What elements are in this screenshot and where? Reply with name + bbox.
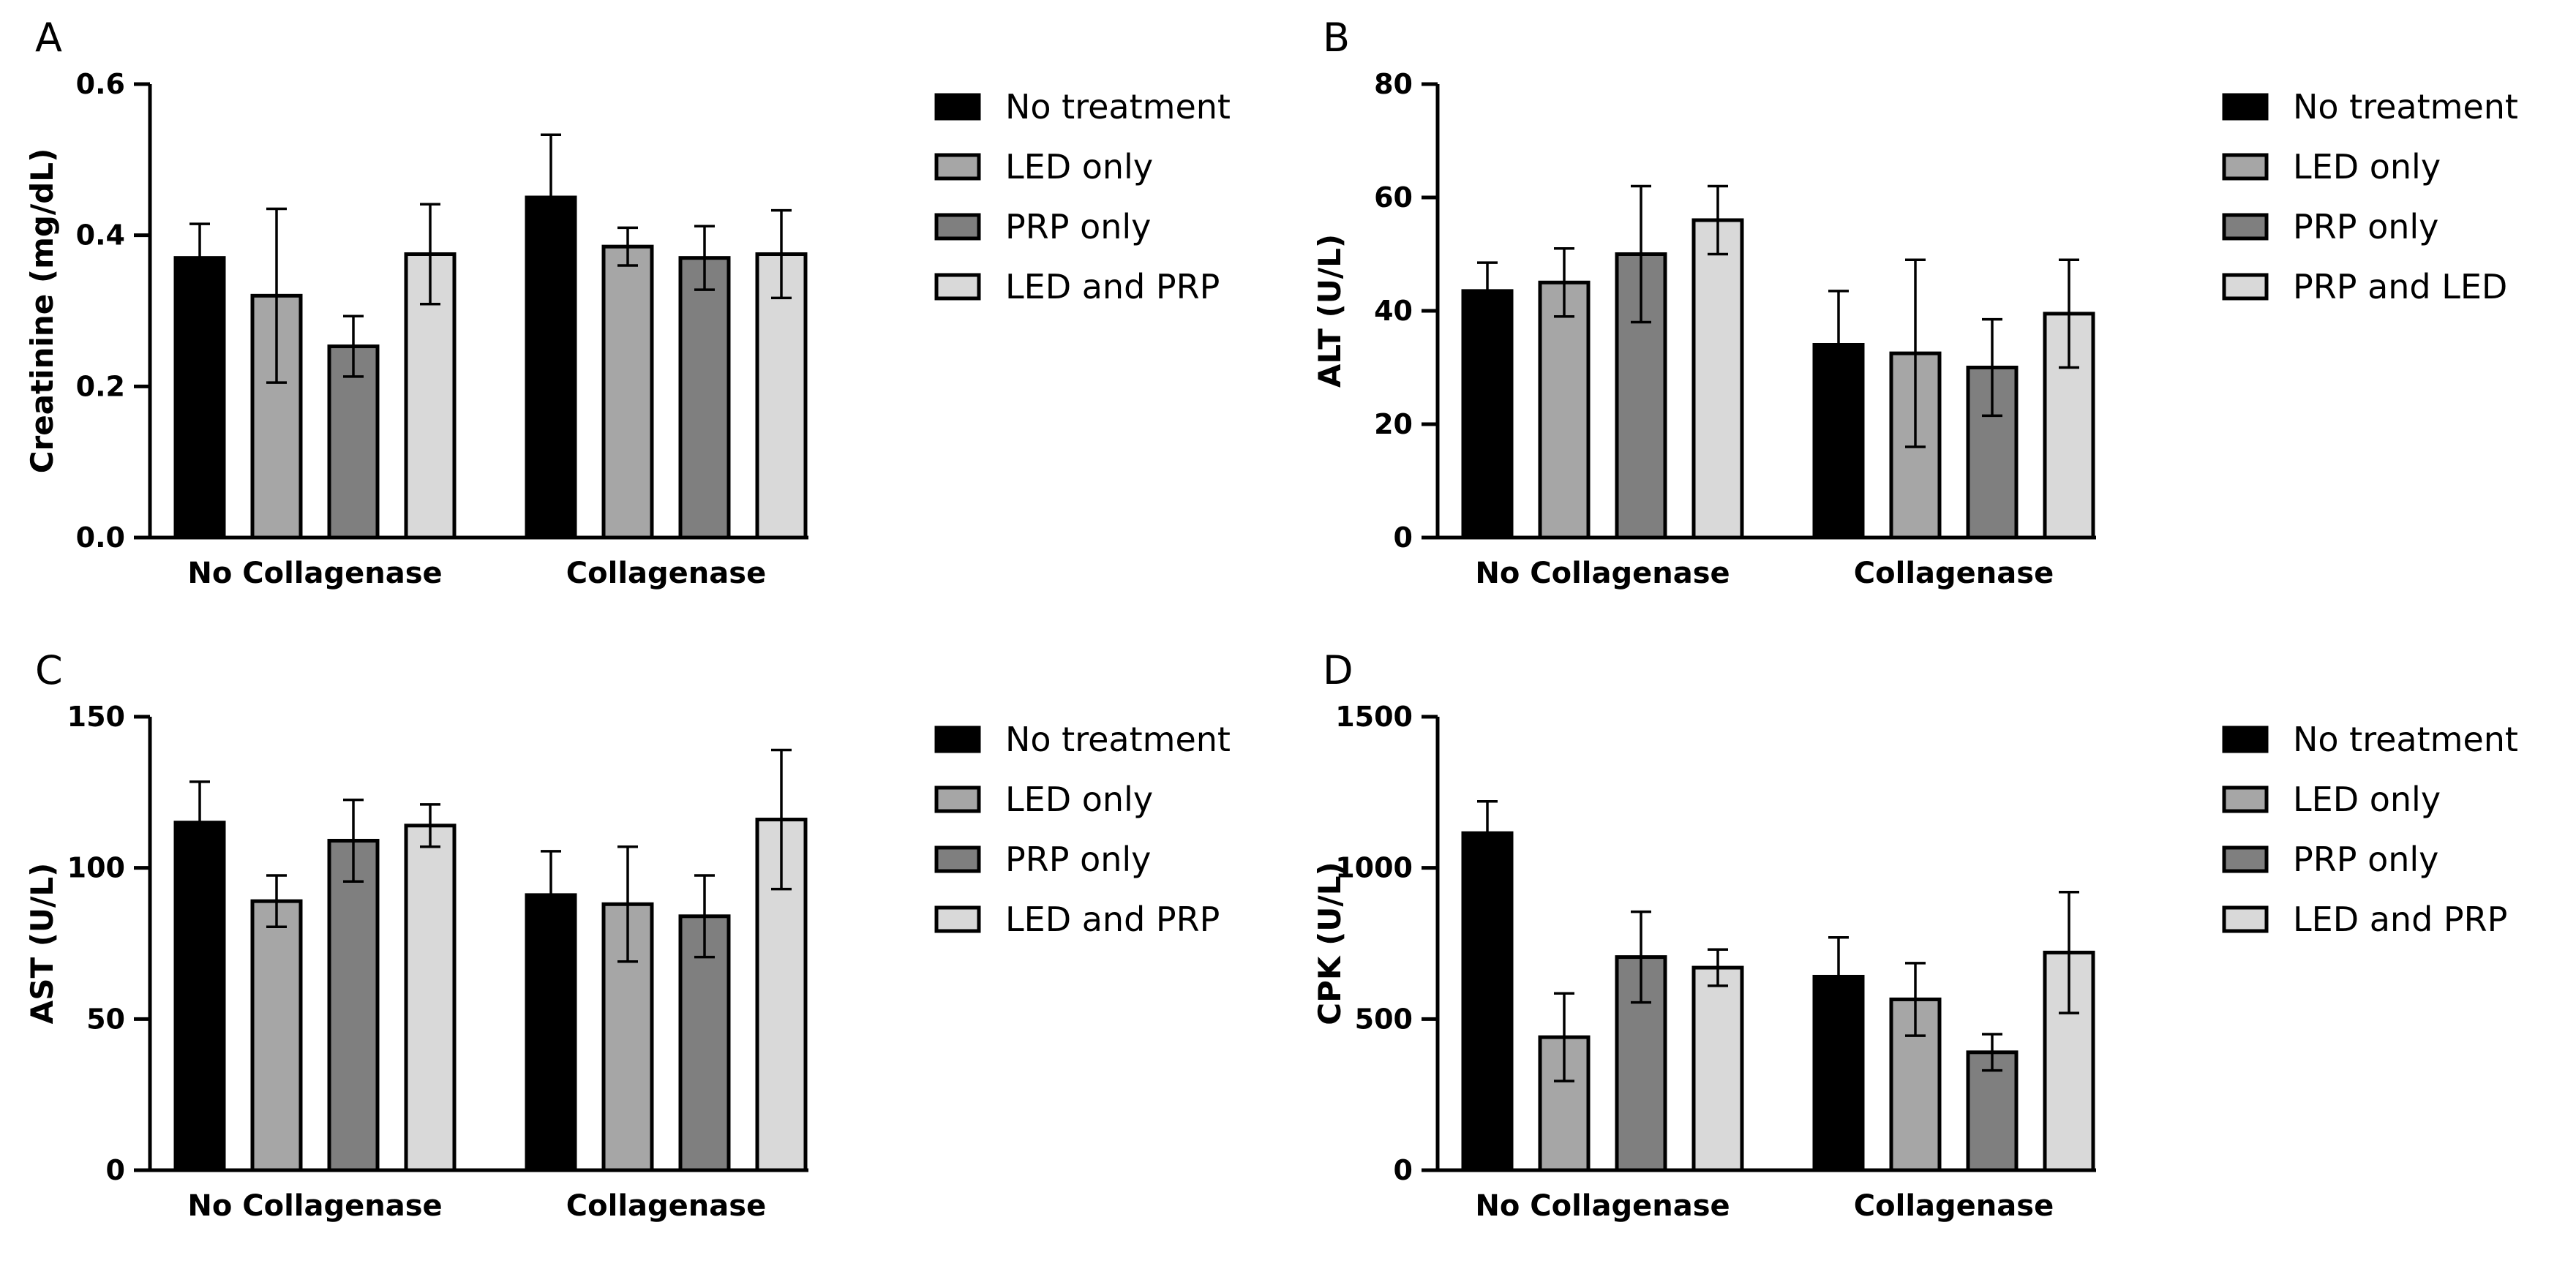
legend-swatch-led-only (2222, 153, 2269, 181)
chart-b: B ALT (U/L) 0 20 40 60 80 No Collagenase Collage… (1312, 15, 2518, 590)
legend-label: PRP only (2293, 840, 2438, 879)
legend-swatch-no-treatment (934, 726, 981, 753)
bar-no-collagenase-no-treatment (1461, 831, 1514, 1172)
bar-no-collagenase-prp-only (1615, 252, 1667, 540)
y-tick-label: 0 (1394, 1154, 1413, 1186)
y-tick-label: 0.2 (76, 370, 125, 402)
legend-swatch-no-treatment (2222, 93, 2269, 121)
x-category-label: Collagenase (566, 557, 766, 590)
y-tick-label: 150 (67, 701, 125, 733)
x-category-label: No Collagenase (187, 557, 442, 590)
chart-d: D CPK (U/L) 0 500 1000 1500 No Collagenase Coll… (1312, 647, 2518, 1223)
y-tick-label: 0.0 (76, 521, 125, 554)
y-tick-label: 1500 (1335, 701, 1413, 733)
y-axis-title: AST (U/L) (24, 863, 60, 1025)
y-axis-title: Creatinine (mg/dL) (24, 148, 60, 474)
bar-collagenase-led-only (601, 244, 654, 540)
y-tick-label: 80 (1374, 68, 1413, 100)
bar-no-collagenase-led-and-prp (1691, 965, 1744, 1172)
bar-no-collagenase-prp-and-led (1691, 218, 1744, 540)
bar-collagenase-no-treatment (525, 893, 577, 1172)
legend-swatch-prp-only (934, 845, 981, 873)
legend-swatch-led-and-prp (934, 905, 981, 933)
panel-c: C AST (U/L) 0 50 100 150 No Collagenase Collage… (0, 633, 1288, 1265)
panel-letter: B (1323, 15, 1350, 61)
y-tick-label: 0.6 (76, 68, 125, 100)
legend-label: LED only (2293, 780, 2441, 819)
y-tick-label: 20 (1374, 408, 1413, 440)
chart-c: C AST (U/L) 0 50 100 150 No Collagenase Collage… (24, 647, 1231, 1223)
bar-no-collagenase-no-treatment (173, 256, 226, 540)
legend-swatch-prp-only (2222, 845, 2269, 873)
legend-label: LED and PRP (1005, 267, 1220, 306)
y-axis-title: CPK (U/L) (1312, 862, 1348, 1025)
bar-no-collagenase-no-treatment (173, 821, 226, 1172)
y-tick-label: 40 (1374, 295, 1413, 327)
y-tick-label: 500 (1355, 1003, 1413, 1035)
x-category-label: No Collagenase (187, 1189, 442, 1223)
legend-label: PRP and LED (2293, 267, 2507, 306)
y-tick-label: 0.4 (76, 219, 125, 252)
legend-label: No treatment (1005, 87, 1231, 127)
legend-label: LED only (2293, 147, 2441, 186)
y-tick-label: 0 (1394, 521, 1413, 554)
legend-swatch-no-treatment (934, 93, 981, 121)
bar-no-collagenase-led-and-prp (404, 824, 457, 1172)
x-category-label: Collagenase (566, 1189, 766, 1223)
panel-d: D CPK (U/L) 0 500 1000 1500 No Collagenase Coll… (1288, 633, 2575, 1265)
x-category-label: No Collagenase (1475, 557, 1730, 590)
x-category-label: Collagenase (1854, 1189, 2054, 1223)
y-tick-label: 0 (106, 1154, 125, 1186)
x-category-label: No Collagenase (1475, 1189, 1730, 1223)
y-tick-label: 50 (86, 1003, 125, 1035)
y-tick-label: 60 (1374, 181, 1413, 214)
legend-swatch-led-and-prp (2222, 905, 2269, 933)
legend-label: LED and PRP (1005, 900, 1220, 939)
bar-no-collagenase-no-treatment (1461, 289, 1514, 540)
legend-label: LED and PRP (2293, 900, 2507, 939)
bar-no-collagenase-prp-only (327, 838, 380, 1172)
chart-a: A Creatinine (mg/dL) 0.0 0.2 0.4 0.6 No Collag… (24, 15, 1231, 590)
bar-collagenase-led-and-prp (755, 252, 808, 540)
legend-label: PRP only (1005, 840, 1151, 879)
x-category-label: Collagenase (1854, 557, 2054, 590)
legend-label: LED only (1005, 147, 1153, 186)
legend-swatch-prp-and-led (2222, 273, 2269, 301)
legend-label: No treatment (2293, 87, 2518, 127)
y-tick-label: 100 (67, 852, 125, 884)
legend-swatch-prp-only (934, 213, 981, 241)
legend-label: LED only (1005, 780, 1153, 819)
legend-swatch-led-and-prp (934, 273, 981, 301)
panel-letter: D (1323, 647, 1353, 693)
y-axis-title: ALT (U/L) (1312, 234, 1348, 388)
legend-swatch-led-only (2222, 785, 2269, 813)
legend-swatch-led-only (934, 153, 981, 181)
bar-no-collagenase-led-only (1538, 280, 1591, 540)
legend-swatch-no-treatment (2222, 726, 2269, 753)
y-tick-label: 1000 (1335, 852, 1413, 884)
panel-a: A Creatinine (mg/dL) 0.0 0.2 0.4 0.6 No Collag… (0, 0, 1288, 633)
bar-collagenase-led-and-prp (755, 818, 808, 1172)
bar-no-collagenase-led-only (250, 899, 303, 1172)
legend-swatch-prp-only (2222, 213, 2269, 241)
legend-label: No treatment (1005, 720, 1231, 759)
panel-b: B ALT (U/L) 0 20 40 60 80 No Collagenase Collage… (1288, 0, 2575, 633)
legend-label: PRP only (1005, 207, 1151, 246)
legend-swatch-led-only (934, 785, 981, 813)
panel-letter: C (35, 647, 63, 693)
panel-letter: A (35, 15, 62, 61)
legend-label: No treatment (2293, 720, 2518, 759)
legend-label: PRP only (2293, 207, 2438, 246)
bar-collagenase-prp-only (678, 256, 731, 540)
